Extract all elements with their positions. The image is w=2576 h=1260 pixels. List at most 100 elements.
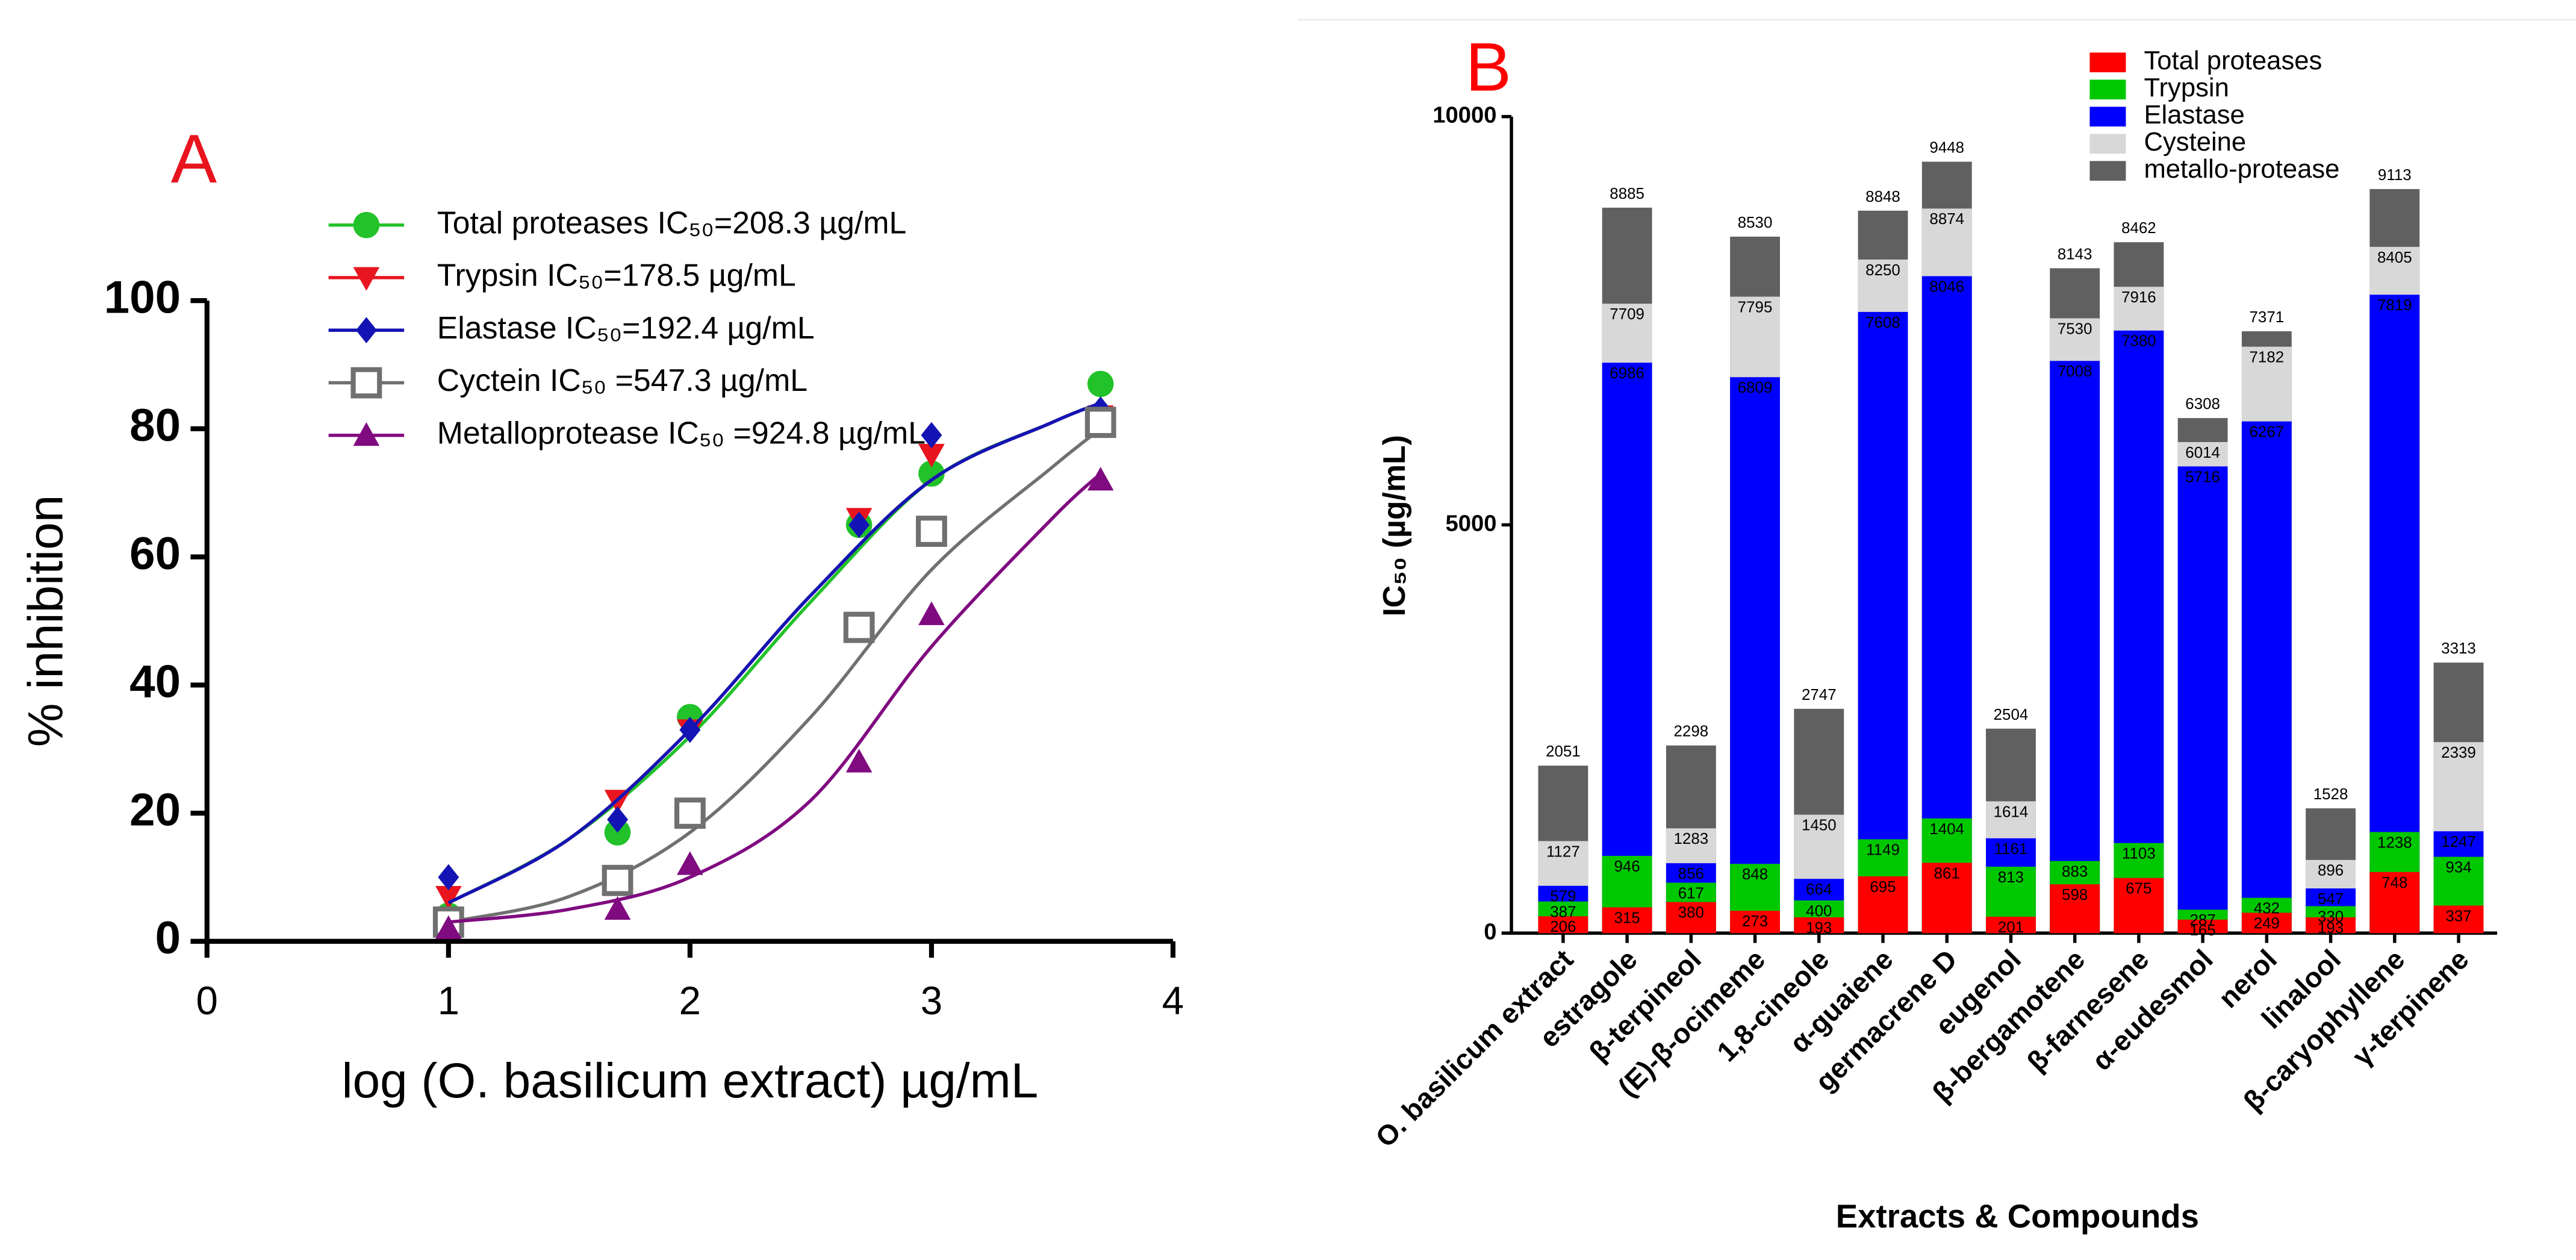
- legend-label: Total proteases: [2144, 46, 2322, 75]
- bar: [2050, 884, 2100, 934]
- y-tick-label: 0: [155, 912, 181, 964]
- marker: [916, 516, 947, 547]
- value-label: 7709: [1610, 306, 1644, 323]
- value-label: 1450: [1802, 817, 1837, 834]
- value-label: 9448: [1929, 140, 1964, 157]
- marker: [604, 896, 631, 920]
- marker: [602, 864, 633, 896]
- y-axis-label: IC₅₀ (µg/mL): [1377, 435, 1411, 616]
- value-label: 8848: [1865, 189, 1900, 205]
- value-label: 249: [2254, 915, 2280, 932]
- legend-swatch: [2089, 161, 2126, 181]
- value-label: 5716: [2185, 469, 2220, 485]
- value-label: 380: [1678, 905, 1704, 922]
- y-axis-label: % inhibition: [18, 495, 73, 747]
- value-label: 1528: [2313, 786, 2348, 803]
- marker: [848, 511, 870, 538]
- marker: [350, 367, 382, 399]
- value-label: 1149: [1866, 841, 1900, 858]
- x-tick-label: 1: [438, 979, 459, 1023]
- bar: [2177, 919, 2228, 934]
- legend-swatch: [2089, 107, 2126, 127]
- value-label: 695: [1870, 879, 1896, 896]
- panel-label: A: [171, 120, 217, 198]
- marker: [918, 601, 945, 625]
- y-tick-label: 0: [1484, 918, 1496, 944]
- x-tick-label: 2: [679, 979, 701, 1023]
- bar: [1602, 907, 1652, 934]
- bar: [1986, 916, 2036, 934]
- value-label: 8046: [1929, 278, 1964, 295]
- fit-curve: [447, 401, 1101, 905]
- value-label: 1127: [1546, 843, 1580, 860]
- value-label: 856: [1678, 865, 1704, 882]
- value-label: 8250: [1865, 262, 1900, 279]
- value-label: 330: [2318, 908, 2344, 925]
- legend-label: Elastase: [2144, 100, 2244, 129]
- value-label: 2504: [1994, 706, 2029, 723]
- legend-label: Cysteine: [2144, 127, 2246, 157]
- legend-label: Elastase IC₅₀=192.4 µg/mL: [437, 310, 815, 345]
- value-label: 2747: [1802, 687, 1837, 703]
- bar: [1730, 377, 1780, 934]
- x-axis-label: log (O. basilicum extract) µg/mL: [341, 1053, 1038, 1108]
- legend-swatch: [2089, 52, 2126, 73]
- value-label: 848: [1742, 866, 1768, 883]
- value-label: 579: [1550, 888, 1576, 905]
- bar: [2241, 421, 2292, 934]
- marker: [607, 806, 629, 833]
- value-label: 7182: [2250, 349, 2285, 366]
- marker: [1087, 467, 1114, 491]
- x-tick-label: 3: [921, 979, 942, 1023]
- panel-a: A log (O. basilicum extract) µg/mL % inh…: [18, 120, 1184, 1108]
- value-label: 8462: [2121, 220, 2156, 237]
- y-tick-label: 40: [129, 657, 181, 708]
- marker: [435, 915, 462, 940]
- bar: [2306, 917, 2356, 934]
- value-label: 337: [2445, 908, 2471, 925]
- value-label: 7380: [2121, 333, 2156, 350]
- value-label: 813: [1998, 869, 2024, 886]
- bar: [1921, 862, 1972, 934]
- value-label: 6014: [2185, 444, 2220, 461]
- legend-label: metallo-protease: [2144, 154, 2339, 184]
- marker: [353, 211, 380, 239]
- value-label: 8530: [1738, 214, 1773, 231]
- value-label: 7819: [2377, 297, 2412, 314]
- y-tick-label: 80: [129, 400, 181, 451]
- panel-b: B Extracts & Compounds IC₅₀ (µg/mL) 0 500…: [1369, 28, 2498, 1235]
- marker: [918, 460, 945, 487]
- bar: [2369, 872, 2420, 934]
- value-label: 1614: [1994, 803, 2029, 820]
- legend-label: Total proteases IC₅₀=208.3 µg/mL: [437, 205, 907, 240]
- value-label: 6308: [2185, 396, 2220, 413]
- value-label: 6986: [1610, 365, 1644, 382]
- value-label: 8885: [1610, 186, 1644, 202]
- marker: [353, 422, 380, 446]
- value-label: 7008: [2058, 363, 2092, 380]
- legend-label: Cyctein IC₅₀ =547.3 µg/mL: [437, 363, 807, 398]
- value-label: 1103: [2122, 846, 2156, 862]
- value-label: 883: [2062, 863, 2088, 880]
- value-label: 387: [1550, 904, 1576, 921]
- y-tick-label: 10000: [1433, 102, 1496, 128]
- bar: [1538, 916, 1588, 934]
- value-label: 400: [1806, 903, 1832, 920]
- marker: [1084, 407, 1116, 438]
- value-label: 206: [1550, 918, 1576, 935]
- value-label: 8405: [2377, 249, 2412, 266]
- value-label: 675: [2126, 881, 2151, 897]
- bar: [1858, 311, 1908, 934]
- value-label: 287: [2190, 912, 2216, 929]
- value-label: 1247: [2441, 834, 2476, 850]
- y-tick-label: 100: [104, 272, 181, 323]
- bar: [2369, 295, 2420, 934]
- value-label: 8874: [1929, 211, 1964, 228]
- value-label: 6809: [1738, 379, 1773, 396]
- bar: [1794, 917, 1844, 934]
- value-label: 6267: [2250, 424, 2285, 441]
- value-label: 7608: [1865, 314, 1900, 331]
- x-tick-label: 0: [196, 979, 218, 1023]
- value-label: 1238: [2377, 834, 2412, 851]
